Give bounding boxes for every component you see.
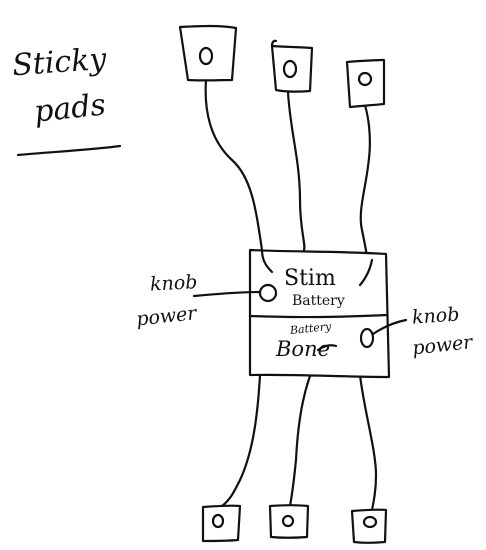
pad-top-2-outline bbox=[270, 44, 314, 93]
knob-left-leader bbox=[192, 290, 262, 298]
knob-right-annotation: knob power bbox=[371, 303, 475, 359]
pad-bottom-1-electrode-icon bbox=[211, 513, 225, 529]
pad-bottom-2-outline bbox=[268, 504, 310, 539]
stim-device: Stim Battery Battery Bone bbox=[248, 248, 391, 379]
device-divider bbox=[248, 313, 389, 319]
stim-battery-label: Battery bbox=[292, 293, 345, 309]
sticky-pad-top-3 bbox=[345, 58, 386, 109]
knob-right-line1: knob bbox=[411, 303, 460, 328]
wire-bottom-1 bbox=[220, 373, 262, 508]
pad-top-3-electrode-icon bbox=[357, 71, 373, 87]
sticky-pad-bottom-3 bbox=[350, 508, 388, 544]
title-line-1: Sticky bbox=[11, 42, 108, 84]
bottom-pads bbox=[201, 504, 388, 544]
wire-top-1 bbox=[204, 78, 264, 252]
knob-left-line1: knob bbox=[150, 271, 198, 295]
bone-battery-label: Battery bbox=[288, 320, 332, 337]
top-pads bbox=[178, 24, 386, 109]
knob-right-icon bbox=[359, 327, 375, 349]
title-underline bbox=[16, 144, 122, 157]
pad-top-1-outline bbox=[178, 24, 238, 82]
sticky-pad-top-1 bbox=[178, 24, 238, 82]
sticky-pad-bottom-1 bbox=[201, 504, 242, 543]
sticky-pad-bottom-2 bbox=[268, 504, 310, 539]
device-outline bbox=[248, 248, 391, 379]
wire-top-1-inner bbox=[260, 248, 274, 274]
stim-label: Stim bbox=[284, 266, 336, 291]
bone-wire-start bbox=[316, 344, 338, 352]
sticky-pad-top-2 bbox=[270, 39, 314, 93]
wire-bottom-3 bbox=[358, 373, 378, 512]
title-line-2: pads bbox=[32, 87, 107, 129]
knob-left-line2: power bbox=[135, 302, 199, 330]
pad-bottom-3-electrode-icon bbox=[362, 515, 378, 529]
wire-top-3-inner bbox=[358, 258, 374, 287]
title-group: Sticky pads bbox=[11, 42, 122, 157]
pad-top-2-tab bbox=[270, 39, 278, 48]
knob-right-leader bbox=[371, 318, 408, 336]
pad-top-1-electrode-icon bbox=[198, 46, 214, 66]
pad-bottom-2-electrode-icon bbox=[281, 514, 295, 528]
knob-right-line2: power bbox=[411, 331, 475, 359]
pad-top-3-outline bbox=[345, 58, 386, 109]
wire-top-2 bbox=[286, 90, 306, 252]
knob-left-annotation: knob power bbox=[135, 271, 262, 330]
pad-top-2-electrode-icon bbox=[282, 59, 298, 79]
